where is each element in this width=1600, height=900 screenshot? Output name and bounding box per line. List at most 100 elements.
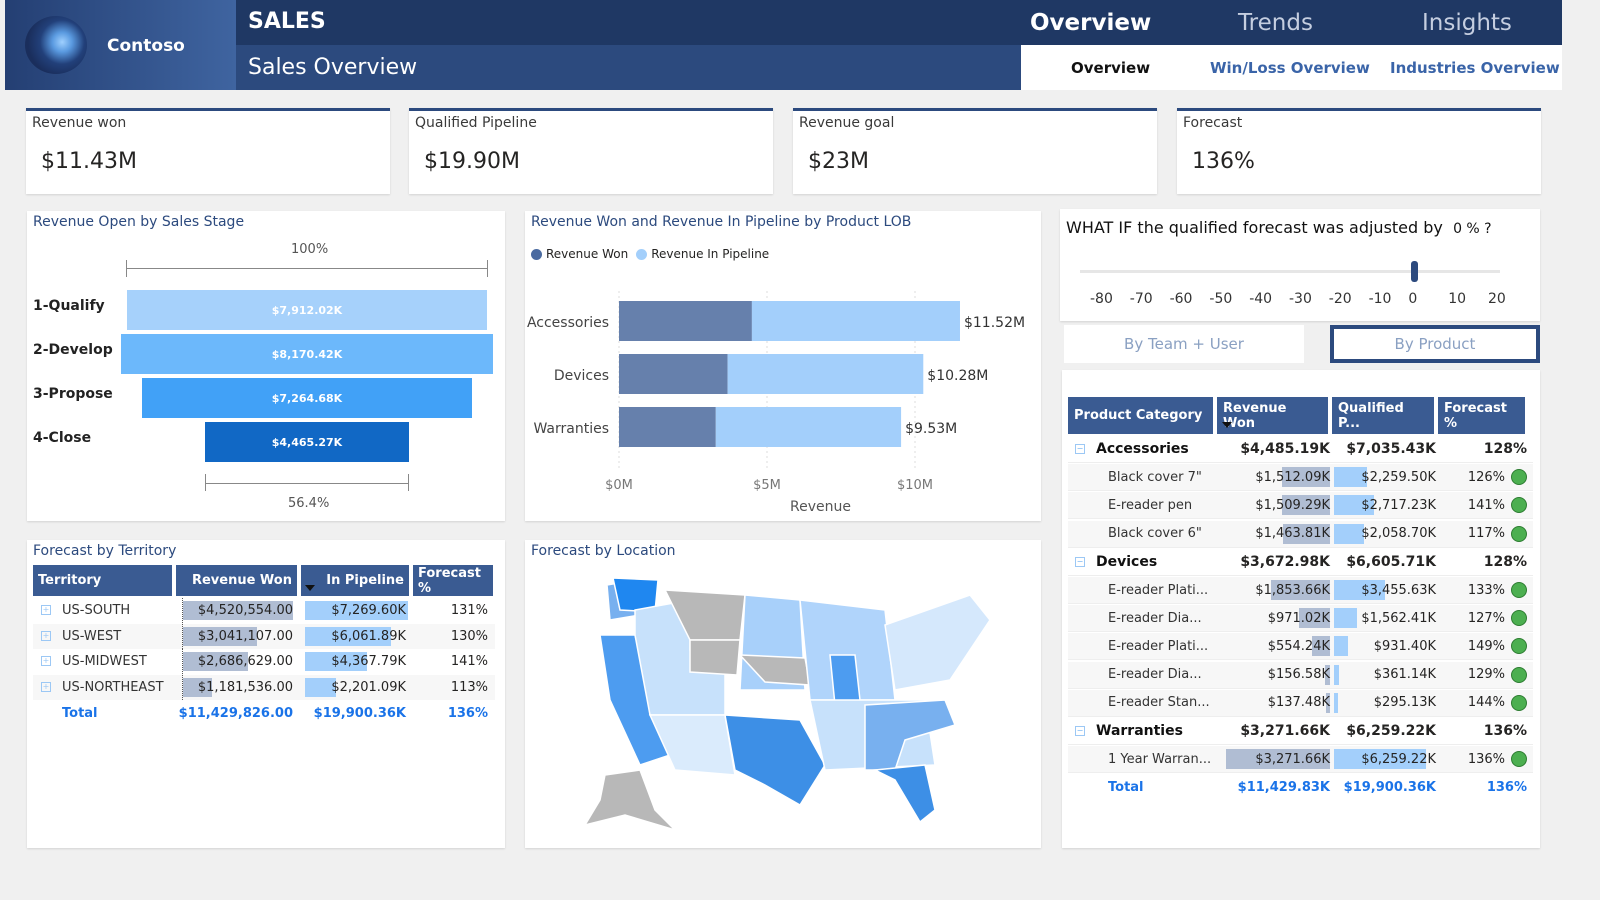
bracket-tick — [205, 474, 206, 491]
territory-row[interactable]: + US-SOUTH $4,520,554.00 $7,269.60K 131% — [33, 598, 495, 623]
pipeline-value: $7,269.60K — [331, 603, 406, 618]
funnel-stage-label: 1-Qualify — [33, 298, 105, 314]
collapse-icon[interactable]: − — [1075, 726, 1085, 736]
qualified-cell: $6,605.71K — [1332, 549, 1436, 575]
expand-icon[interactable]: + — [41, 605, 51, 615]
product-row[interactable]: E-reader Dia... $971.02K $1,562.41K 127% — [1068, 605, 1533, 633]
map-title: Forecast by Location — [531, 543, 676, 559]
forecast-cell: 141% — [1438, 492, 1527, 518]
revenue-won-value: $3,271.66K — [1240, 723, 1330, 739]
data-bar — [1281, 467, 1330, 488]
funnel-bar[interactable]: $7,912.02K — [126, 290, 488, 330]
pipeline-cell: $7,269.60K — [303, 598, 408, 623]
product-row[interactable]: 1 Year Warran... $3,271.66K $6,259.22K 136% — [1068, 746, 1533, 774]
expand-icon[interactable]: + — [41, 656, 51, 666]
total-row: Total $11,429.83K $19,900.36K 136% — [1068, 774, 1533, 801]
territory-row[interactable]: + US-WEST $3,041,107.00 $6,061.89K 130% — [33, 623, 495, 649]
territory-row[interactable]: + US-MIDWEST $2,686,629.00 $4,367.79K 141% — [33, 649, 495, 674]
revenue-won-cell: $3,271.66K — [1217, 746, 1330, 772]
data-bar — [1299, 608, 1330, 629]
tab-insights[interactable]: Insights — [1422, 10, 1512, 36]
category-row[interactable]: − Devices $3,672.98K $6,605.71K 128% — [1068, 548, 1533, 576]
funnel-bar[interactable]: $7,264.68K — [141, 378, 473, 418]
pipeline-value: $6,061.89K — [331, 628, 406, 644]
revenue-won-value: $137.48K — [1267, 695, 1330, 711]
product-row[interactable]: E-reader Plati... $554.24K $931.40K 149% — [1068, 633, 1533, 661]
revenue-won-cell: $3,271.66K — [1217, 718, 1330, 744]
data-bar — [1334, 749, 1426, 770]
product-row[interactable]: E-reader pen $1,509.29K $2,717.23K 141% — [1068, 492, 1533, 520]
product-name-text: E-reader Stan... — [1108, 695, 1210, 711]
qualified-cell: $361.14K — [1332, 662, 1436, 688]
data-bar — [305, 601, 408, 620]
subtab-industries[interactable]: Industries Overview — [1390, 59, 1560, 77]
qualified-value: $1,562.41K — [1361, 610, 1436, 626]
data-bar — [1225, 749, 1330, 770]
revenue-won-cell: $1,463.81K — [1217, 521, 1330, 547]
data-bar — [1325, 664, 1330, 685]
subtab-win-loss[interactable]: Win/Loss Overview — [1210, 59, 1370, 77]
product-row[interactable]: E-reader Stan... $137.48K $295.13K 144% — [1068, 689, 1533, 717]
forecast-cell: 133% — [1438, 577, 1527, 603]
qualified-value: $2,259.50K — [1361, 469, 1436, 485]
legend-dot-icon — [636, 248, 648, 260]
column-header[interactable]: Revenue Won — [176, 565, 299, 596]
revenue-won-value: $971.02K — [1267, 610, 1330, 626]
bar-segment-won — [619, 301, 752, 341]
column-header[interactable]: Product Category — [1068, 397, 1215, 434]
category-row[interactable]: − Accessories $4,485.19K $7,035.43K 128% — [1068, 436, 1533, 463]
collapse-icon[interactable]: − — [1075, 444, 1085, 454]
expand-icon[interactable]: + — [41, 681, 51, 692]
column-header[interactable]: Territory — [33, 565, 174, 596]
pipeline-cell: $2,201.09K — [303, 675, 406, 700]
subtab-overview[interactable]: Overview — [1071, 59, 1151, 77]
product-name: Black cover 7" — [1108, 464, 1202, 490]
qualified-cell: $295.13K — [1332, 690, 1436, 716]
data-bar — [1325, 692, 1330, 713]
tab-trends[interactable]: Trends — [1238, 10, 1313, 36]
territory-name: US-NORTHEAST — [62, 675, 164, 700]
product-row[interactable]: Black cover 7" $1,512.09K $2,259.50K 126% — [1068, 464, 1533, 492]
slider-handle[interactable] — [1411, 261, 1418, 282]
bracket-tick — [487, 260, 488, 277]
kpi-value: $19.90M — [424, 149, 520, 174]
column-header[interactable]: Revenue Won — [1217, 397, 1330, 434]
revenue-won-cell: $1,512.09K — [1217, 464, 1330, 490]
bar-total-label: $10.28M — [927, 368, 988, 384]
category-row[interactable]: − Warranties $3,271.66K $6,259.22K 136% — [1068, 718, 1533, 745]
total-pipe: $19,900.36K — [313, 706, 406, 721]
product-row[interactable]: Black cover 6" $1,463.81K $2,058.70K 117% — [1068, 520, 1533, 548]
region-alaska — [583, 769, 676, 831]
forecast-cell: 136% — [1438, 718, 1527, 744]
product-name: E-reader Dia... — [1108, 662, 1202, 688]
column-header[interactable]: Forecast % — [413, 565, 495, 596]
funnel-bar[interactable]: $8,170.42K — [121, 334, 493, 374]
top-bar: SALES Overview Trends Insights — [236, 0, 1562, 45]
column-header[interactable]: Forecast % — [1438, 397, 1527, 434]
revenue-won-value: $2,686,629.00 — [197, 654, 293, 669]
column-header[interactable]: Qualified P... — [1332, 397, 1436, 434]
data-bar — [1334, 523, 1365, 544]
expand-icon[interactable]: + — [41, 630, 51, 641]
territory-row[interactable]: + US-NORTHEAST $1,181,536.00 $2,201.09K 113% — [33, 674, 495, 700]
us-map[interactable] — [525, 540, 1041, 848]
revenue-won-cell: $4,485.19K — [1217, 436, 1330, 462]
forecast-cell: 131% — [413, 598, 488, 623]
funnel-bar-value: $7,912.02K — [271, 303, 343, 317]
product-name-text: E-reader Plati... — [1108, 582, 1209, 598]
by-team-user-button[interactable]: By Team + User — [1064, 325, 1304, 363]
forecast-value: 141% — [450, 654, 488, 669]
data-bar — [183, 677, 212, 697]
funnel-bar[interactable]: $4,465.27K — [205, 422, 409, 462]
column-header[interactable]: In Pipeline — [301, 565, 411, 596]
section-title: SALES — [248, 9, 326, 34]
region-texas — [724, 714, 826, 807]
slider-track[interactable] — [1080, 270, 1500, 273]
product-row[interactable]: E-reader Plati... $1,853.66K $3,455.63K 133… — [1068, 577, 1533, 604]
product-row[interactable]: E-reader Dia... $156.58K $361.14K 129% — [1068, 661, 1533, 689]
territory-table: Forecast by Territory Territory Revenue W… — [27, 540, 505, 848]
tab-overview[interactable]: Overview — [1030, 10, 1152, 36]
by-product-button[interactable]: By Product — [1330, 325, 1540, 363]
what-if-value: 0 % ? — [1453, 221, 1492, 237]
collapse-icon[interactable]: − — [1075, 556, 1085, 567]
